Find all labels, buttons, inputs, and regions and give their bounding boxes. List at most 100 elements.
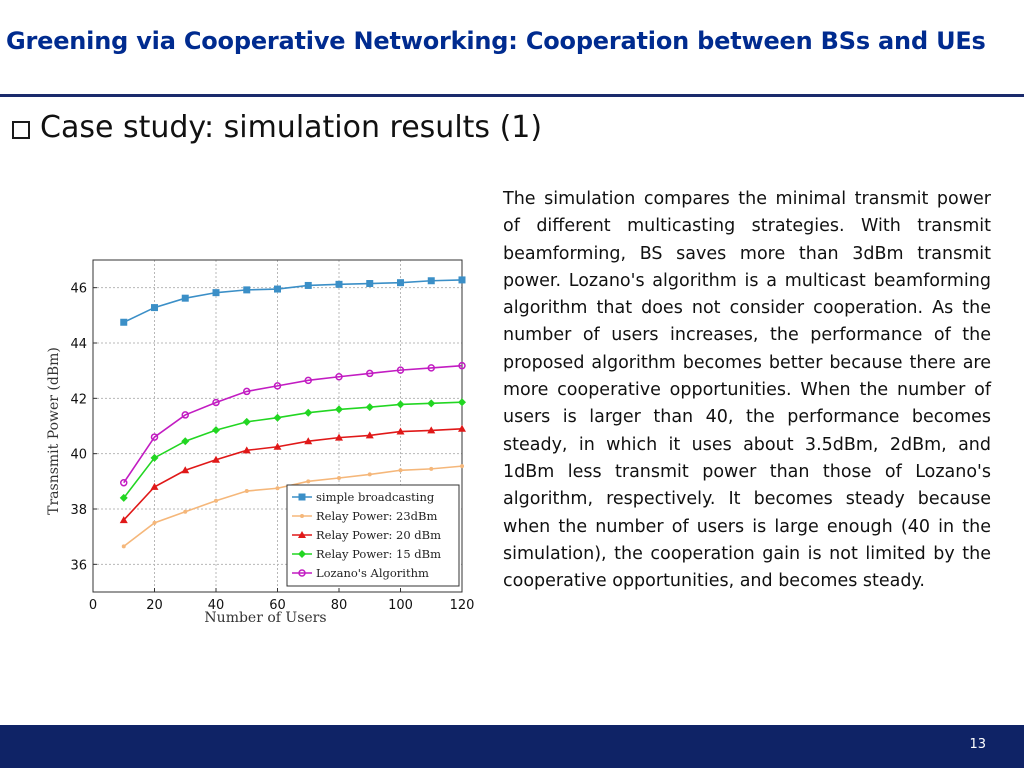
data-point (396, 400, 405, 409)
data-point (337, 476, 341, 481)
legend-item: Relay Power: 23dBm (292, 509, 437, 523)
legend-label: Relay Power: 20 dBm (316, 528, 441, 542)
legend: simple broadcasting Relay Power: 23dBm Rel… (286, 484, 460, 587)
data-point (396, 427, 405, 435)
legend-item: Relay Power: 15 dBm (292, 547, 441, 561)
data-point (150, 453, 159, 462)
data-point (120, 478, 128, 487)
legend-marker (298, 550, 306, 558)
chart-container: 0 20 40 60 80 100 120 36 38 40 42 44 46 Number of Use… (40, 250, 480, 630)
data-point (335, 373, 343, 381)
data-point (275, 486, 280, 491)
data-point (120, 318, 128, 326)
data-point (304, 437, 313, 445)
data-point (181, 437, 190, 446)
data-point (398, 468, 403, 473)
data-point (119, 493, 128, 502)
data-point (181, 294, 189, 302)
data-point (306, 479, 311, 484)
data-point (150, 433, 159, 441)
transmit-power-chart: 0 20 40 60 80 100 120 36 38 40 42 44 46 Number of Use… (46, 259, 475, 626)
series-line (123, 401, 463, 499)
data-point (242, 417, 251, 426)
data-point (181, 466, 190, 474)
series-0 (120, 276, 466, 326)
data-point (273, 442, 282, 450)
data-point (396, 366, 405, 374)
data-point (304, 376, 312, 385)
data-point (152, 520, 157, 525)
legend-item: Lozano's Algorithm (292, 566, 429, 580)
legend-label: Relay Power: 15 dBm (316, 547, 441, 561)
data-point (181, 411, 189, 419)
data-point (365, 431, 374, 439)
y-tick-label: 42 (70, 392, 87, 407)
y-tick-label: 36 (70, 558, 87, 573)
data-point (304, 408, 313, 417)
data-point (335, 280, 343, 288)
legend-marker (300, 514, 304, 518)
data-point (458, 398, 466, 407)
data-point (273, 413, 282, 422)
data-point (335, 433, 343, 441)
data-point (119, 516, 128, 524)
data-point (366, 369, 374, 378)
data-point (244, 489, 249, 494)
data-point (183, 509, 188, 514)
data-point (429, 466, 434, 471)
y-tick-label: 44 (70, 337, 87, 352)
section-bullet: Case study: simulation results (1) (12, 110, 542, 145)
y-axis-label: Trasnsmit Power (dBm) (46, 347, 62, 515)
data-point (427, 277, 435, 285)
data-point (242, 446, 251, 454)
data-point (427, 399, 436, 408)
series-line (123, 427, 463, 521)
x-axis-label: Number of Users (204, 610, 326, 626)
data-point (273, 382, 282, 390)
x-tick-label: 40 (208, 598, 225, 613)
slide-title: Greening via Cooperative Networking: Coo… (6, 27, 986, 55)
data-point (150, 482, 159, 490)
data-point (243, 387, 251, 396)
data-point (367, 472, 372, 477)
legend-label: simple broadcasting (316, 490, 435, 504)
data-point (397, 279, 404, 287)
x-tick-label: 20 (146, 598, 163, 613)
data-point (460, 464, 464, 469)
data-point (335, 405, 343, 414)
legend-item: Relay Power: 20 dBm (292, 528, 441, 542)
y-tick-label: 38 (70, 503, 87, 518)
data-point (458, 361, 466, 370)
x-tick-label: 120 (450, 598, 475, 613)
data-point (212, 455, 220, 463)
data-point (212, 289, 220, 297)
series-3 (119, 398, 466, 502)
series-2 (119, 424, 466, 524)
legend-marker (298, 493, 306, 501)
series-4 (120, 361, 466, 487)
page-number: 13 (969, 737, 986, 752)
data-point (458, 276, 466, 284)
legend-label: Relay Power: 23dBm (316, 509, 437, 523)
data-point (274, 285, 281, 293)
data-point (427, 364, 435, 372)
x-tick-label: 0 (89, 598, 97, 613)
data-point (366, 280, 374, 288)
title-divider (0, 94, 1024, 97)
body-text: The simulation compares the minimal tran… (503, 189, 991, 592)
legend-marker (298, 569, 306, 577)
data-point (151, 304, 158, 312)
data-point (212, 426, 220, 435)
x-tick-label: 80 (331, 598, 348, 613)
y-tick-label: 40 (70, 448, 87, 463)
data-point (427, 426, 436, 434)
series-line (123, 279, 463, 323)
data-point (243, 286, 251, 294)
checkbox-bullet-icon (12, 120, 30, 139)
x-tick-label: 100 (388, 598, 413, 613)
data-point (121, 544, 126, 549)
data-point (365, 403, 374, 412)
x-tick-label: 60 (269, 598, 286, 613)
legend-item: simple broadcasting (292, 490, 435, 504)
data-point (458, 424, 466, 432)
